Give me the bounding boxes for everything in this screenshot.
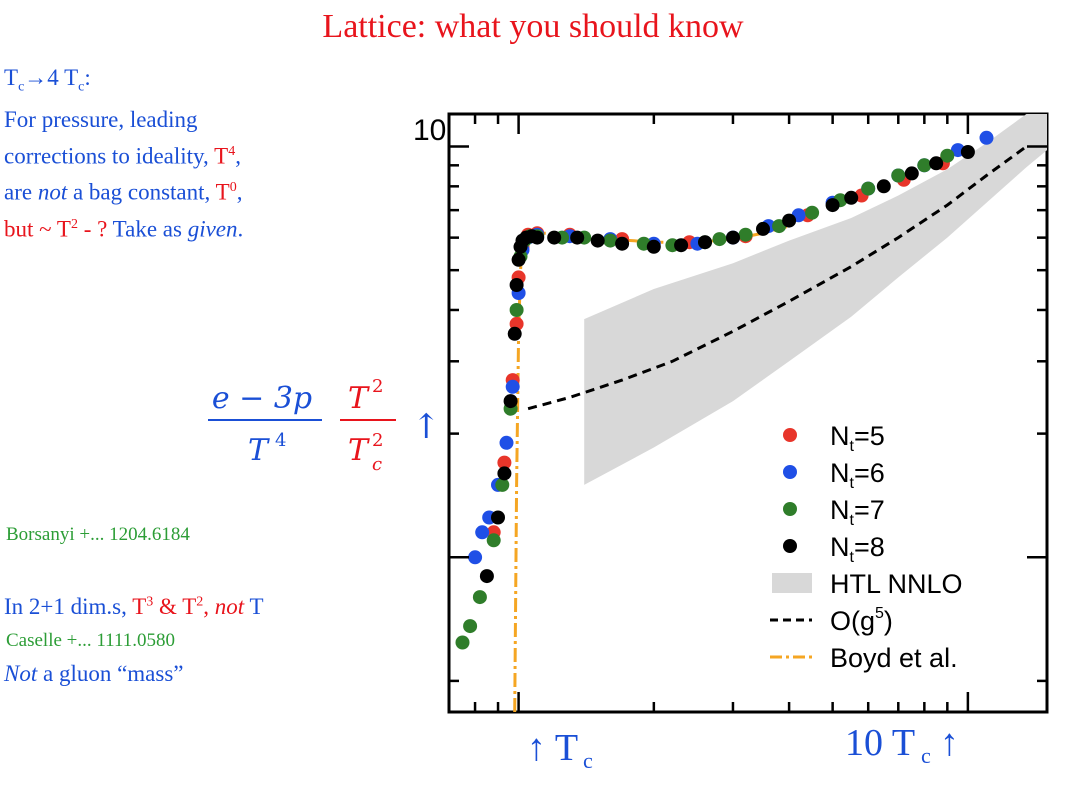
data-point-nt7 bbox=[603, 233, 618, 248]
data-point-nt7 bbox=[455, 635, 470, 650]
data-point-nt7 bbox=[486, 533, 501, 548]
data-point-nt8 bbox=[698, 235, 712, 250]
formula-denominator-left-exp: 4 bbox=[275, 430, 286, 451]
data-point-nt8 bbox=[844, 190, 859, 205]
data-point-nt7 bbox=[891, 168, 906, 183]
data-point-nt8 bbox=[876, 179, 891, 194]
formula-numerator-right-exp: 2 bbox=[372, 376, 383, 397]
data-point-nt7 bbox=[472, 590, 487, 605]
legend-label: HTL NNLO bbox=[830, 569, 963, 599]
data-point-nt7 bbox=[463, 619, 478, 634]
legend-label: Boyd et al. bbox=[830, 643, 958, 673]
data-point-nt8 bbox=[530, 230, 545, 245]
legend-label: Nt=6 bbox=[830, 458, 885, 492]
formula-denominator-right: T bbox=[348, 433, 370, 468]
og5-curve bbox=[527, 145, 1028, 411]
data-point-nt6 bbox=[979, 130, 994, 145]
legend-marker bbox=[783, 465, 797, 479]
formula-denominator-left: T bbox=[248, 433, 270, 468]
data-point-nt6 bbox=[499, 435, 514, 450]
legend-marker bbox=[783, 539, 797, 553]
data-point-nt8 bbox=[929, 156, 944, 171]
data-point-nt7 bbox=[738, 227, 753, 242]
legend-label: Nt=8 bbox=[830, 532, 885, 566]
data-point-nt8 bbox=[511, 252, 526, 267]
formula-arrow: ↑ bbox=[412, 407, 440, 447]
data-point-nt8 bbox=[726, 230, 740, 245]
data-point-nt7 bbox=[805, 205, 820, 220]
legend-marker bbox=[772, 573, 812, 593]
svg-text:↑ T: ↑ T bbox=[527, 727, 578, 769]
data-point-nt8 bbox=[960, 145, 975, 159]
x-tick-label-tc: ↑ T c bbox=[527, 727, 593, 773]
legend-label: O(g5) bbox=[830, 605, 893, 636]
htl-nnlo-band bbox=[584, 114, 1047, 485]
data-point-nt7 bbox=[861, 181, 876, 196]
formula-denominator-right-sub: c bbox=[372, 454, 382, 475]
legend-marker bbox=[783, 428, 797, 442]
reference-borsanyi: Borsanyi +... 1204.6184 bbox=[6, 524, 190, 545]
data-point-nt8 bbox=[646, 239, 661, 254]
og5-line-layer bbox=[527, 145, 1028, 411]
note-line-3: corrections to ideality, T4, bbox=[4, 143, 241, 169]
dims-note: In 2+1 dim.s, T3 & T2, not T bbox=[4, 594, 264, 619]
data-point-nt7 bbox=[940, 148, 955, 163]
data-point-nt8 bbox=[782, 213, 797, 228]
reference-caselle: Caselle +... 1111.0580 bbox=[6, 630, 176, 651]
svg-text:c: c bbox=[921, 743, 931, 768]
data-point-nt7 bbox=[917, 158, 932, 173]
page-title: Lattice: what you should know bbox=[322, 8, 744, 45]
y-axis-formula: e − 3p T 4 T 2 T 2 c ↑ bbox=[208, 376, 440, 475]
note-block: Tc→4 Tc: For pressure, leading correctio… bbox=[4, 62, 243, 246]
data-point-nt8 bbox=[497, 466, 512, 481]
legend-label: Nt=5 bbox=[830, 421, 885, 455]
formula-numerator-left: e − 3p bbox=[212, 381, 312, 416]
gluon-mass-note: Not a gluon “mass” bbox=[4, 661, 184, 686]
note-line-2: For pressure, leading bbox=[4, 106, 198, 132]
axis-ticks-layer bbox=[449, 114, 1047, 712]
data-point-nt6 bbox=[505, 379, 520, 394]
data-point-nt8 bbox=[756, 221, 770, 236]
data-point-nt8 bbox=[570, 230, 585, 245]
data-point-nt7 bbox=[712, 232, 727, 247]
data-point-nt5 bbox=[497, 455, 512, 470]
data-point-nt6 bbox=[475, 525, 490, 540]
note-line-5: but ~ T2 - ? Take as given. bbox=[4, 216, 244, 242]
data-point-nt8 bbox=[904, 166, 919, 181]
legend-marker bbox=[783, 502, 797, 516]
data-point-nt8 bbox=[507, 326, 522, 341]
data-point-nt8 bbox=[615, 236, 630, 251]
htl-band-layer bbox=[584, 114, 1047, 485]
data-points-layer bbox=[455, 130, 994, 650]
svg-text:c: c bbox=[583, 748, 593, 773]
data-point-nt7 bbox=[509, 303, 524, 317]
x-tick-label-10tc: 10 T c ↑ bbox=[845, 722, 959, 768]
data-point-nt8 bbox=[825, 198, 840, 213]
note-line-4: are not a bag constant, T0, bbox=[4, 179, 243, 205]
legend-label: Nt=7 bbox=[830, 495, 885, 529]
data-point-nt7 bbox=[495, 477, 510, 492]
data-point-nt8 bbox=[590, 233, 605, 248]
data-point-nt8 bbox=[547, 230, 562, 245]
y-tick-label-10: 10 bbox=[413, 114, 446, 147]
svg-text:10 T: 10 T bbox=[845, 722, 915, 764]
data-point-nt8 bbox=[479, 569, 494, 584]
data-point-nt6 bbox=[468, 550, 483, 565]
plot-frame bbox=[447, 112, 1049, 714]
formula-denominator-right-exp: 2 bbox=[372, 430, 383, 451]
data-point-nt8 bbox=[503, 394, 518, 409]
note-tc-line: Tc→4 Tc: bbox=[4, 65, 91, 95]
data-point-nt8 bbox=[491, 510, 505, 525]
data-point-nt8 bbox=[509, 278, 524, 292]
data-point-nt8 bbox=[674, 238, 689, 253]
formula-numerator-right: T bbox=[348, 381, 370, 416]
svg-text:↑: ↑ bbox=[940, 722, 959, 764]
